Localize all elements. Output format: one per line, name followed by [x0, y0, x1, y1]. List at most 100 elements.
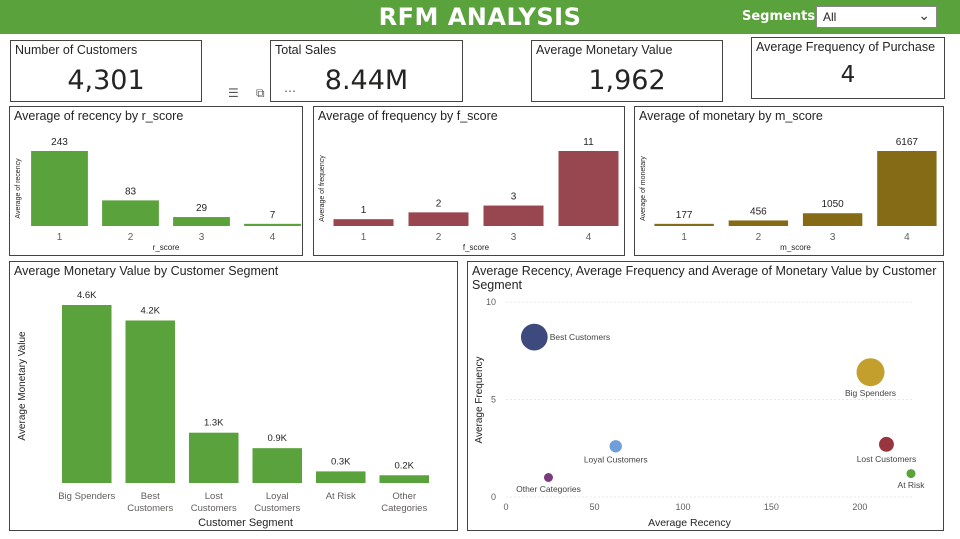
bar-recency-4: [244, 223, 301, 226]
y-tick-label: 10: [486, 297, 496, 307]
point-label: Loyal Customers: [584, 454, 648, 464]
chart-title: Average of recency by r_score: [14, 109, 184, 123]
x-tick-label: 0: [503, 502, 508, 512]
data-label: 1.3K: [204, 418, 224, 429]
x-tick-label: 1: [681, 232, 687, 243]
recency-bar-chart: 243 1 83 2 29 3 7 4 r_score Average of recency: [15, 137, 301, 252]
bar-monetary-3: [802, 213, 863, 226]
x-axis-title: Customer Segment: [198, 517, 293, 529]
x-tick-label: At Risk: [326, 491, 356, 502]
bar-recency-1: [31, 151, 88, 226]
more-options-icon[interactable]: ⋯: [284, 84, 296, 98]
scatter-point: [856, 358, 885, 387]
bar-segment-5: [379, 475, 430, 483]
card-label: Average Frequency of Purchase: [756, 40, 936, 54]
card-label: Average Monetary Value: [536, 43, 673, 57]
data-label: 4.2K: [140, 305, 160, 316]
bar-monetary-1: [654, 223, 714, 226]
y-axis-title: Average of monetary: [640, 156, 647, 221]
y-axis-title: Average Monetary Value: [17, 331, 28, 441]
visual-toolbar: ☰ ⧉ ⋯: [226, 84, 306, 104]
data-label: 0.2K: [394, 460, 414, 471]
chart-title: Average of frequency by f_score: [318, 109, 498, 123]
bar-monetary-2: [728, 220, 789, 226]
bar-frequency-4: [558, 151, 619, 226]
data-label: 3: [511, 192, 517, 203]
data-label: 1050: [822, 199, 845, 210]
card-value: 1,962: [588, 65, 666, 96]
point-label: Big Spenders: [845, 388, 896, 398]
scatter-point: [879, 436, 894, 452]
card-value: 4,301: [67, 65, 145, 96]
x-tick-label: 1: [361, 232, 367, 243]
x-tick-label: 50: [589, 502, 599, 512]
data-label: 29: [196, 203, 208, 214]
x-tick-label: 150: [764, 502, 779, 512]
x-tick-label: Best: [141, 491, 160, 502]
x-tick-label: Categories: [381, 503, 427, 514]
x-tick-label: Customers: [127, 503, 173, 514]
data-label: 6167: [896, 137, 919, 148]
scatter-point: [906, 469, 916, 479]
data-label: 0.9K: [267, 433, 287, 444]
chevron-down-icon[interactable]: ⌄: [918, 7, 930, 23]
segments-selected-value: All: [823, 10, 837, 24]
data-label: 456: [750, 206, 767, 217]
x-tick-label: Customers: [191, 503, 237, 514]
data-label: 4.6K: [77, 290, 97, 301]
point-label: Other Categories: [516, 484, 581, 494]
chart-frequency-panel: Average of frequency by f_score 1 1 2 2 3 3 11…: [313, 106, 625, 256]
y-axis-title: Average of recency: [15, 158, 22, 219]
chart-title: Average Monetary Value by Customer Segme…: [14, 264, 279, 278]
chart-title: Average of monetary by m_score: [639, 109, 823, 123]
segments-dropdown[interactable]: All ⌄: [816, 6, 937, 28]
data-label: 0.3K: [331, 456, 351, 467]
bar-segment-2: [188, 432, 239, 483]
y-axis-title: Average Frequency: [474, 356, 485, 443]
card-value: 8.44M: [324, 65, 409, 96]
card-number-of-customers: Number of Customers 4,301: [10, 40, 202, 102]
data-label: 1: [361, 205, 367, 216]
y-tick-label: 0: [491, 492, 496, 502]
bar-recency-3: [173, 217, 230, 226]
data-label: 243: [51, 137, 68, 148]
data-label: 11: [583, 137, 594, 148]
data-label: 177: [676, 210, 693, 221]
point-label: Lost Customers: [857, 454, 917, 464]
bar-segment-1: [125, 320, 176, 483]
monetary-bar-chart: 177 1 456 2 1050 3 6167 4 m_score Average of mone…: [640, 137, 937, 252]
bar-segment-3: [252, 448, 303, 483]
page-title: RFM ANALYSIS: [378, 3, 582, 31]
scatter-point: [609, 440, 622, 453]
x-tick-label: 2: [128, 232, 134, 243]
x-tick-label: 2: [756, 232, 762, 243]
chart-scatter-panel: Average Recency, Average Frequency and A…: [467, 261, 944, 531]
x-tick-label: 200: [852, 502, 867, 512]
bar-segment-0: [61, 305, 112, 483]
x-tick-label: 3: [511, 232, 517, 243]
x-tick-label: Lost: [205, 491, 223, 502]
x-tick-label: 100: [675, 502, 690, 512]
header-bar: RFM ANALYSIS Segments: All ⌄: [0, 0, 960, 34]
x-tick-label: Customers: [254, 503, 300, 514]
x-axis-title: m_score: [780, 243, 811, 252]
card-label: Total Sales: [275, 43, 337, 57]
x-tick-label: 4: [586, 232, 592, 243]
filter-icon[interactable]: ☰: [228, 86, 239, 100]
x-tick-label: Loyal: [266, 491, 289, 502]
x-tick-label: 3: [830, 232, 836, 243]
bar-frequency-1: [333, 219, 394, 226]
card-total-sales: Total Sales 8.44M: [270, 40, 463, 102]
y-tick-label: 5: [491, 395, 496, 405]
x-axis-title: Average Recency: [648, 517, 731, 529]
y-axis-title: Average of frequency: [319, 155, 326, 222]
bar-frequency-2: [408, 212, 469, 226]
x-tick-label: 4: [270, 232, 276, 243]
chart-title: Average Recency, Average Frequency and A…: [472, 264, 937, 292]
card-value: 4: [840, 62, 856, 88]
focus-mode-icon[interactable]: ⧉: [256, 86, 265, 100]
x-tick-label: 4: [904, 232, 910, 243]
